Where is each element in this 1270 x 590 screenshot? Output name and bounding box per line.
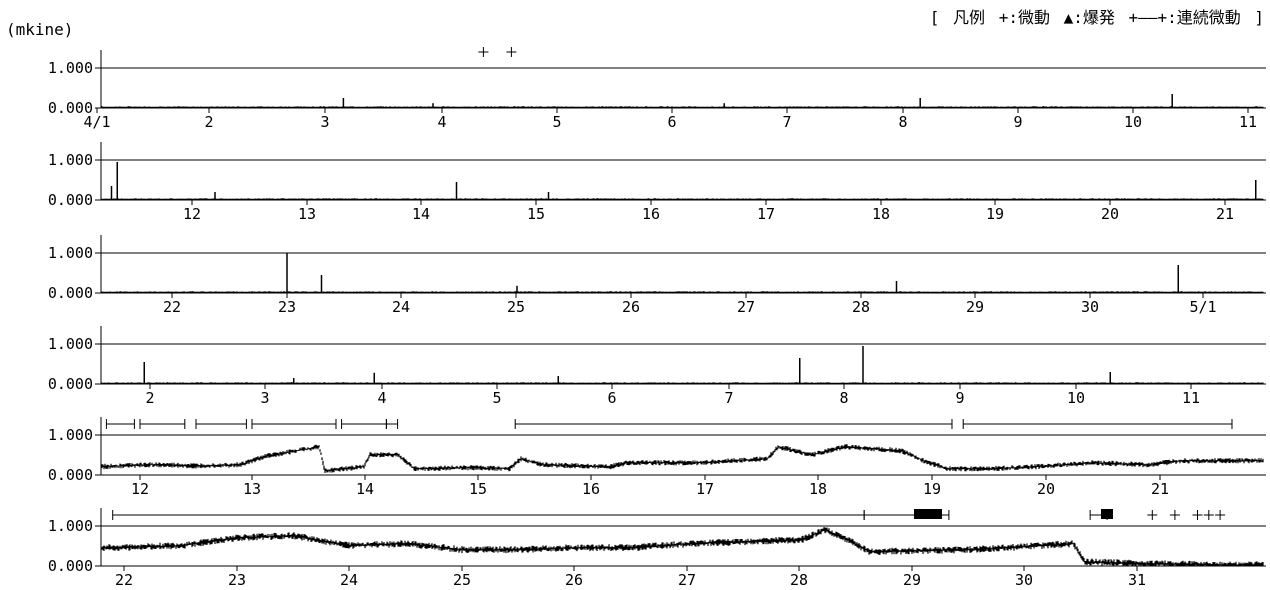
- x-tick-label: 22: [115, 571, 133, 589]
- x-tick-label: 16: [582, 480, 600, 498]
- y-tick-label: 1.000: [48, 517, 93, 535]
- x-tick-label: 2: [204, 113, 213, 131]
- legend-tremor: +:微動: [998, 8, 1050, 27]
- series-baseline-noise: [101, 106, 1264, 108]
- y-tick-label: 0.000: [48, 557, 93, 575]
- y-tick-label: 0.000: [48, 284, 93, 302]
- x-tick-label: 27: [678, 571, 696, 589]
- series-waveform: [101, 527, 1264, 566]
- series-baseline-noise: [101, 198, 1264, 200]
- legend-title: 凡例: [953, 8, 986, 27]
- x-tick-label: 18: [872, 205, 890, 223]
- tremor-cluster-block: [1101, 509, 1113, 519]
- x-tick-label: 30: [1081, 298, 1099, 316]
- x-tick-label: 10: [1067, 389, 1085, 407]
- y-tick-label: 1.000: [48, 426, 93, 444]
- x-tick-label: 27: [737, 298, 755, 316]
- series-waveform: [101, 444, 1264, 473]
- unit-label: (mkine): [6, 20, 74, 39]
- x-tick-label: 6: [667, 113, 676, 131]
- x-tick-label: 13: [298, 205, 316, 223]
- legend-open: [: [929, 8, 940, 27]
- x-tick-label: 11: [1239, 113, 1257, 131]
- x-tick-label: 4: [437, 113, 446, 131]
- x-tick-label: 4: [377, 389, 386, 407]
- x-tick-label: 7: [782, 113, 791, 131]
- x-tick-label: 5: [492, 389, 501, 407]
- x-tick-label: 30: [1015, 571, 1033, 589]
- x-tick-label: 6: [607, 389, 616, 407]
- x-tick-label: 23: [228, 571, 246, 589]
- x-tick-label: 17: [696, 480, 714, 498]
- x-tick-label: 20: [1101, 205, 1119, 223]
- x-tick-label: 25: [453, 571, 471, 589]
- y-tick-label: 1.000: [48, 151, 93, 169]
- x-tick-label: 12: [131, 480, 149, 498]
- x-tick-label: 28: [790, 571, 808, 589]
- x-tick-label: 9: [955, 389, 964, 407]
- x-tick-label: 10: [1124, 113, 1142, 131]
- x-tick-label: 28: [852, 298, 870, 316]
- x-tick-label: 19: [986, 205, 1004, 223]
- x-tick-label: 14: [356, 480, 374, 498]
- x-tick-label: 11: [1182, 389, 1200, 407]
- x-tick-label: 21: [1151, 480, 1169, 498]
- x-tick-label: 26: [622, 298, 640, 316]
- x-tick-label: 16: [642, 205, 660, 223]
- x-tick-label: 9: [1013, 113, 1022, 131]
- x-tick-label: 21: [1216, 205, 1234, 223]
- x-tick-label: 14: [412, 205, 430, 223]
- x-tick-label: 18: [809, 480, 827, 498]
- x-tick-label: 29: [903, 571, 921, 589]
- x-tick-label: 13: [243, 480, 261, 498]
- series-baseline-noise: [101, 382, 1264, 384]
- x-tick-label: 31: [1128, 571, 1146, 589]
- tremor-cluster-block: [914, 509, 942, 519]
- x-tick-label: 3: [320, 113, 329, 131]
- x-tick-label: 3: [260, 389, 269, 407]
- x-tick-label: 8: [898, 113, 907, 131]
- x-tick-label: 5: [552, 113, 561, 131]
- x-tick-label: 19: [923, 480, 941, 498]
- x-tick-label: 17: [757, 205, 775, 223]
- x-tick-label: 23: [278, 298, 296, 316]
- x-tick-label: 15: [469, 480, 487, 498]
- series-baseline-noise: [101, 291, 1264, 293]
- y-tick-label: 1.000: [48, 244, 93, 262]
- y-tick-label: 0.000: [48, 99, 93, 117]
- x-tick-label: 5/1: [1189, 298, 1216, 316]
- legend: [ 凡例 +:微動 ▲:爆発 +——+:連続微動 ]: [926, 4, 1264, 28]
- x-tick-label: 20: [1037, 480, 1055, 498]
- x-tick-label: 12: [183, 205, 201, 223]
- x-tick-label: 24: [340, 571, 358, 589]
- legend-continuous: +——+:連続微動: [1128, 8, 1241, 27]
- x-tick-label: 22: [163, 298, 181, 316]
- x-tick-label: 4/1: [83, 113, 110, 131]
- x-tick-label: 26: [565, 571, 583, 589]
- y-tick-label: 1.000: [48, 59, 93, 77]
- x-tick-label: 29: [966, 298, 984, 316]
- x-tick-label: 7: [724, 389, 733, 407]
- x-tick-label: 25: [507, 298, 525, 316]
- y-tick-label: 0.000: [48, 375, 93, 393]
- x-tick-label: 24: [392, 298, 410, 316]
- legend-eruption: ▲:爆発: [1063, 8, 1115, 27]
- y-tick-label: 1.000: [48, 335, 93, 353]
- x-tick-label: 2: [145, 389, 154, 407]
- y-tick-label: 0.000: [48, 466, 93, 484]
- x-tick-label: 8: [839, 389, 848, 407]
- x-tick-label: 15: [527, 205, 545, 223]
- y-tick-label: 0.000: [48, 191, 93, 209]
- legend-close: ]: [1254, 8, 1264, 27]
